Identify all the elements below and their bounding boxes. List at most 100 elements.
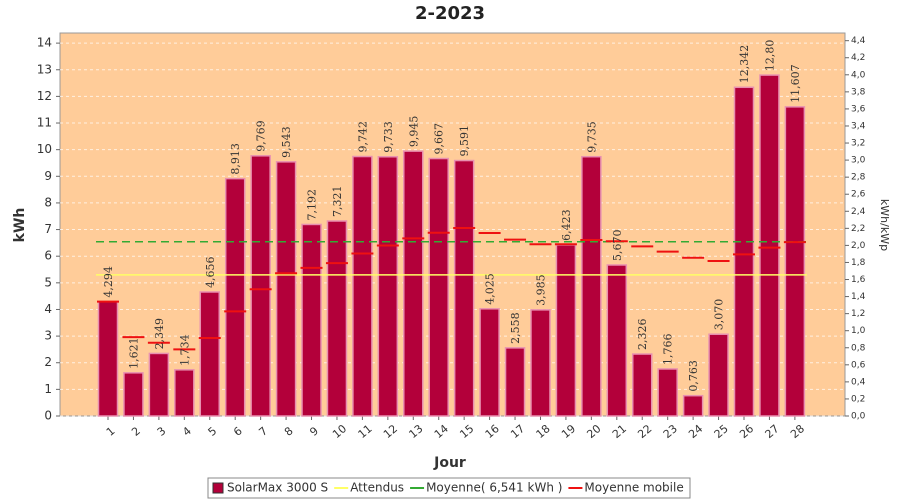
y-tick-label: 13 xyxy=(37,62,52,76)
bar xyxy=(97,300,119,417)
bar xyxy=(708,333,729,417)
x-tick-label: 16 xyxy=(483,422,502,441)
y-tick-label: 10 xyxy=(37,142,52,156)
bar xyxy=(377,156,399,417)
data-label: 4,656 xyxy=(204,256,217,288)
x-tick-label: 17 xyxy=(508,422,527,441)
y-tick-label: 4 xyxy=(44,302,52,316)
y2-axis-label: kWh/kWp xyxy=(878,199,891,251)
y2-tick-label: 3,8 xyxy=(851,87,866,97)
y2-tick-label: 4,4 xyxy=(851,36,866,46)
data-label: 9,769 xyxy=(255,120,268,152)
x-tick-label: 5 xyxy=(206,424,220,438)
y2-tick-label: 2,0 xyxy=(851,241,866,251)
x-tick-label: 15 xyxy=(457,422,476,441)
x-tick-label: 11 xyxy=(356,422,375,441)
y2-tick-label: 3,6 xyxy=(851,104,866,114)
y2-tick-label: 0,0 xyxy=(851,412,866,422)
legend-label: Attendus xyxy=(350,481,404,495)
data-label: 1,621 xyxy=(127,337,140,369)
y-tick-label: 12 xyxy=(37,89,52,103)
x-tick-label: 24 xyxy=(686,422,705,441)
data-label: 8,913 xyxy=(229,143,242,175)
data-label: 11,607 xyxy=(789,64,802,103)
y2-tick-label: 0,8 xyxy=(851,343,866,353)
y2-tick-label: 4,2 xyxy=(851,53,865,63)
data-label: 9,735 xyxy=(585,121,598,153)
data-label: 1,766 xyxy=(662,333,675,365)
y2-tick-label: 2,6 xyxy=(851,190,866,200)
bar xyxy=(733,86,755,417)
x-tick-label: 8 xyxy=(282,424,296,438)
y2-tick-label: 4,0 xyxy=(851,70,866,80)
legend xyxy=(207,477,691,499)
y2-tick-label: 3,2 xyxy=(851,139,865,149)
x-tick-label: 2 xyxy=(129,424,143,438)
y-tick-label: 9 xyxy=(44,169,52,183)
data-label: 9,742 xyxy=(356,121,369,153)
data-label: 9,591 xyxy=(458,125,471,157)
y2-tick-label: 0,2 xyxy=(851,394,865,404)
data-label: 4,294 xyxy=(102,266,115,298)
y-tick-label: 8 xyxy=(44,195,52,209)
x-axis-label: Jour xyxy=(433,455,466,471)
x-tick-label: 10 xyxy=(330,422,349,441)
bar xyxy=(428,157,449,417)
bar xyxy=(224,177,246,417)
y2-tick-label: 3,0 xyxy=(851,156,866,166)
data-label: 2,558 xyxy=(509,312,522,344)
x-tick-label: 12 xyxy=(381,422,400,441)
bar xyxy=(453,159,475,417)
data-label: 7,321 xyxy=(331,186,344,218)
y2-tick-label: 0,6 xyxy=(851,360,866,370)
y2-tick-label: 1,0 xyxy=(851,326,866,336)
legend-swatch xyxy=(212,482,224,494)
y-tick-label: 11 xyxy=(37,116,52,130)
bar xyxy=(530,309,551,417)
x-tick-label: 19 xyxy=(559,422,578,441)
y2-tick-label: 1,2 xyxy=(851,309,865,319)
bar xyxy=(479,308,500,417)
y2-tick-label: 2,2 xyxy=(851,224,865,234)
bar xyxy=(148,352,170,417)
x-tick-label: 3 xyxy=(155,424,169,438)
x-tick-label: 4 xyxy=(180,424,194,438)
x-tick-label: 13 xyxy=(406,422,425,441)
legend-label: SolarMax 3000 S xyxy=(227,481,328,495)
y2-tick-label: 2,4 xyxy=(851,207,866,217)
y2-tick-label: 1,8 xyxy=(851,258,866,268)
bar xyxy=(504,347,526,417)
bar xyxy=(631,353,653,417)
data-label: 0,763 xyxy=(687,360,700,392)
y-tick-label: 6 xyxy=(44,249,52,263)
bar xyxy=(326,220,348,417)
y2-tick-label: 0,4 xyxy=(851,377,866,387)
data-label: 9,667 xyxy=(433,123,446,155)
data-label: 6,423 xyxy=(560,209,573,241)
x-tick-label: 14 xyxy=(432,422,451,441)
bar xyxy=(657,368,678,417)
x-tick-label: 27 xyxy=(763,422,782,441)
y2-tick-label: 2,8 xyxy=(851,173,866,183)
x-tick-label: 25 xyxy=(712,422,731,441)
bar xyxy=(199,291,221,417)
data-label: 3,070 xyxy=(713,299,726,331)
y-tick-label: 5 xyxy=(44,275,52,289)
bar xyxy=(581,155,602,417)
y2-tick-label: 1,6 xyxy=(851,275,866,285)
y-tick-label: 3 xyxy=(44,329,52,343)
x-tick-label: 28 xyxy=(788,422,807,441)
data-label: 12,80 xyxy=(763,40,776,72)
data-label: 4,025 xyxy=(484,273,497,305)
bar xyxy=(275,161,297,417)
y-tick-label: 14 xyxy=(37,36,52,50)
bar xyxy=(250,155,271,417)
x-tick-label: 1 xyxy=(104,424,118,438)
y-tick-label: 7 xyxy=(44,222,52,236)
y2-tick-label: 1,4 xyxy=(851,292,866,302)
y2-tick-label: 3,4 xyxy=(851,121,866,131)
y-tick-label: 0 xyxy=(44,409,52,423)
x-tick-label: 26 xyxy=(737,422,756,441)
x-tick-label: 21 xyxy=(610,422,629,441)
